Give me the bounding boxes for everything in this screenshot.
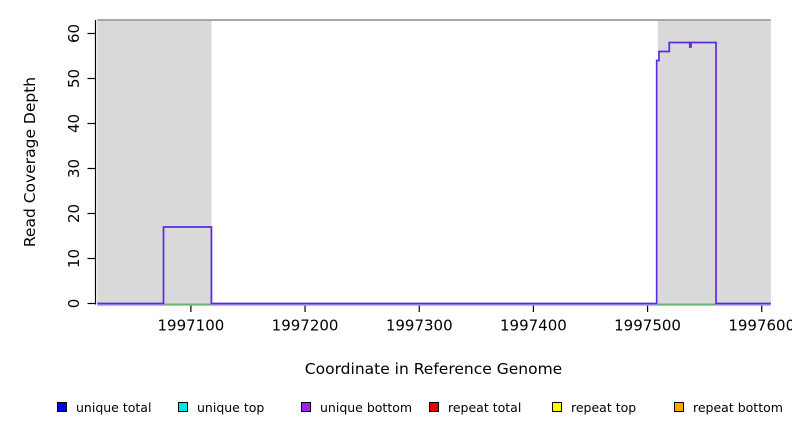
y-tick-label: 60 (65, 24, 83, 43)
legend-item-unique-bottom: unique bottom (301, 399, 412, 415)
legend-label-unique-bottom: unique bottom (320, 399, 413, 415)
x-axis-title: Coordinate in Reference Genome (304, 360, 563, 378)
x-tick-label: 1997200 (272, 317, 339, 335)
legend-swatch-unique-bottom (301, 402, 311, 412)
legend-swatch-unique-total (57, 402, 67, 412)
repeat-masked-region-right (657, 20, 771, 305)
legend-label-unique-total: unique total (76, 399, 152, 415)
coverage-step-line-unique-bottom (97, 41, 771, 305)
x-tick-label: 1997500 (614, 317, 681, 335)
y-tick-label: 10 (65, 249, 83, 268)
y-axis-title: Read Coverage Depth (21, 76, 39, 248)
legend-item-unique-top: unique top (178, 399, 264, 415)
legend-label-unique-top: unique top (197, 399, 265, 415)
legend-item-repeat-bottom: repeat bottom (674, 399, 783, 415)
legend-swatch-unique-top (178, 402, 188, 412)
coverage-plot-canvas: 1997100 1997200 1997300 1997400 1997500 19976… (65, 19, 792, 335)
legend-item-unique-total: unique total (57, 399, 151, 415)
x-tick-label: 1997300 (386, 317, 453, 335)
legend-item-repeat-top: repeat top (552, 399, 636, 415)
x-tick-label: 1997600 (728, 317, 792, 335)
legend-swatch-repeat-total (429, 402, 439, 412)
legend-label-repeat-top: repeat top (571, 399, 637, 415)
y-tick-label: 30 (65, 159, 83, 178)
y-tick-label: 0 (65, 299, 83, 309)
legend-swatch-repeat-top (552, 402, 562, 412)
y-tick-label: 40 (65, 114, 83, 133)
legend-label-repeat-bottom: repeat bottom (693, 399, 783, 415)
x-tick-label: 1997400 (500, 317, 567, 335)
legend-swatch-repeat-bottom (674, 402, 684, 412)
y-tick-label: 50 (65, 69, 83, 88)
x-tick-label: 1997100 (157, 317, 224, 335)
y-tick-label: 20 (65, 204, 83, 223)
legend: unique total unique top unique bottom repea… (0, 399, 792, 419)
legend-item-repeat-total: repeat total (429, 399, 521, 415)
repeat-masked-region-left (97, 20, 212, 305)
legend-label-repeat-total: repeat total (448, 399, 522, 415)
